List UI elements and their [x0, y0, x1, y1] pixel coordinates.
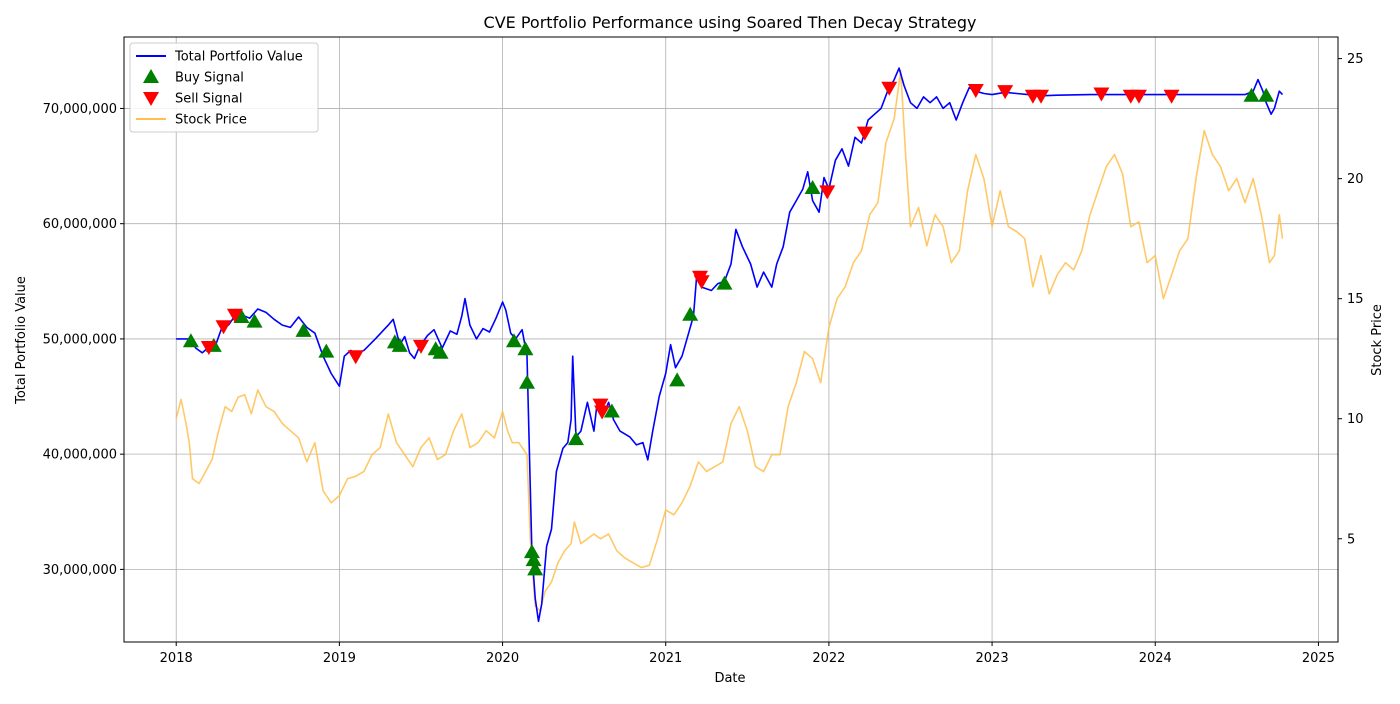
buy-signal-marker [669, 372, 686, 387]
legend-box [129, 42, 319, 133]
x-axis-title: Date [714, 671, 745, 686]
sell-signal-marker [881, 81, 898, 96]
y2-tick-label: 10 [1347, 412, 1364, 427]
y2-tick-label: 25 [1347, 52, 1364, 67]
sell-signal-marker [856, 126, 873, 141]
stock-price-layer [175, 69, 1284, 612]
legend-label: Stock Price [175, 113, 247, 128]
sell-signal-marker [1163, 89, 1180, 104]
sell-signal-marker [215, 320, 232, 335]
plot-frame [123, 36, 1339, 643]
x-tick-label: 2020 [486, 651, 519, 666]
x-tick-label: 2024 [1139, 651, 1172, 666]
sell-signal-marker [1130, 89, 1147, 104]
y-tick-label: 30,000,000 [43, 563, 117, 578]
sell-signal-marker [594, 405, 611, 420]
legend-buy-marker [143, 69, 159, 83]
buy-signal-marker [527, 561, 544, 576]
buy-signal-marker [505, 333, 522, 348]
y2-tick-label: 5 [1347, 532, 1355, 547]
buy-signal-marker [716, 275, 733, 290]
sell-signal-marker [412, 339, 429, 354]
sell-signal-marker [347, 350, 364, 365]
x-tick-label: 2023 [976, 651, 1009, 666]
y2-tick-label: 15 [1347, 292, 1364, 307]
x-tick-label: 2018 [160, 651, 193, 666]
sell-signal-marker [819, 185, 836, 200]
signal-layer [182, 81, 1275, 576]
legend-label: Total Portfolio Value [174, 50, 303, 65]
buy-signal-marker [525, 552, 542, 567]
x-tick-label: 2019 [323, 651, 356, 666]
buy-signal-marker [233, 309, 250, 324]
buy-signal-marker [246, 313, 263, 328]
buy-signal-marker [682, 306, 699, 321]
legend-label: Sell Signal [175, 92, 243, 107]
sell-signal-marker [1033, 89, 1050, 104]
legend-label: Buy Signal [175, 71, 244, 86]
sell-signal-marker [200, 340, 217, 355]
buy-signal-marker [318, 343, 335, 358]
y-tick-label: 60,000,000 [43, 217, 117, 232]
sell-signal-marker [1093, 87, 1110, 102]
legend-sell-marker [143, 92, 159, 106]
buy-signal-marker [391, 337, 408, 352]
sell-signal-marker [226, 308, 243, 323]
legend: Total Portfolio Value Buy Signal Sell Sign… [129, 42, 319, 133]
buy-signal-marker [432, 344, 449, 359]
sell-signal-marker [997, 85, 1014, 100]
y2-tick-label: 20 [1347, 172, 1364, 187]
grid-layer [124, 37, 1338, 642]
y2-axis-title: Stock Price [1370, 304, 1385, 376]
y-axis-title: Total Portfolio Value [14, 276, 29, 405]
y-tick-label: 50,000,000 [43, 332, 117, 347]
buy-signal-marker [603, 403, 620, 418]
sell-signal-marker [693, 275, 710, 290]
buy-signal-marker [804, 179, 821, 194]
stock-price-line [175, 69, 1284, 612]
x-tick-label: 2021 [649, 651, 682, 666]
y-tick-label: 70,000,000 [43, 102, 117, 117]
buy-signal-marker [1243, 87, 1260, 102]
buy-signal-marker [517, 341, 534, 356]
x-tick-label: 2025 [1302, 651, 1335, 666]
buy-signal-marker [567, 431, 584, 446]
buy-signal-marker [295, 322, 312, 337]
buy-signal-marker [182, 333, 199, 348]
sell-signal-marker [967, 84, 984, 99]
y-tick-label: 40,000,000 [43, 448, 117, 463]
chart-title: CVE Portfolio Performance using Soared T… [484, 13, 977, 32]
buy-signal-marker [519, 374, 536, 389]
tick-layer: 2018 2019 2020 2021 2022 2023 2024 202530,000,0… [43, 52, 1364, 666]
buy-signal-marker [523, 544, 540, 559]
buy-signal-marker [1258, 87, 1275, 102]
x-tick-label: 2022 [812, 651, 845, 666]
